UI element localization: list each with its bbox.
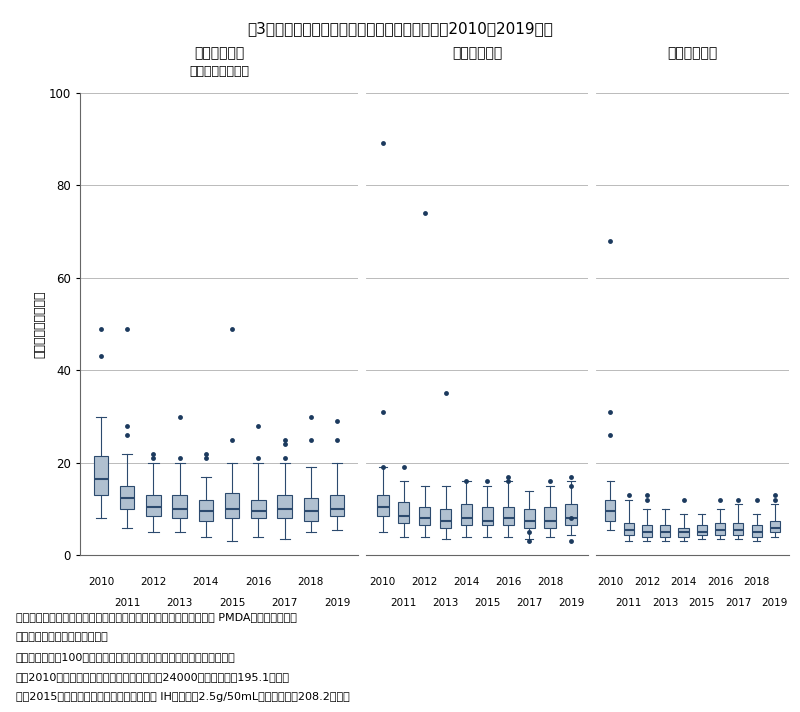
Text: 2014: 2014: [670, 577, 697, 587]
Bar: [225, 493, 239, 518]
Bar: [173, 496, 187, 518]
Bar: [770, 520, 780, 533]
Text: 2013: 2013: [166, 598, 193, 608]
Bar: [377, 496, 389, 516]
Text: 2011: 2011: [390, 598, 417, 608]
Text: 2010年承認の「エポジン皮下注シリンジ24000」（審査期間195.1ヶ月）: 2010年承認の「エポジン皮下注シリンジ24000」（審査期間195.1ヶ月）: [16, 672, 290, 682]
Text: 2016: 2016: [707, 577, 734, 587]
Text: 2015: 2015: [219, 598, 246, 608]
Text: 2015年承認の「献血ヴェノグロブリン IH５％静注2.5g/50mL」（審査期間208.2ヶ月）: 2015年承認の「献血ヴェノグロブリン IH５％静注2.5g/50mL」（審査期…: [16, 692, 350, 702]
Text: 2010: 2010: [88, 577, 114, 587]
Bar: [660, 525, 670, 537]
Bar: [146, 496, 161, 516]
Text: 2010: 2010: [598, 577, 623, 587]
Text: 2018: 2018: [537, 577, 563, 587]
Y-axis label: 申請～承認（月数）: 申請～承認（月数）: [33, 290, 46, 357]
Bar: [715, 523, 725, 535]
Bar: [545, 507, 556, 528]
Bar: [398, 502, 410, 523]
Bar: [482, 507, 493, 525]
Bar: [120, 486, 134, 509]
Text: 2010: 2010: [370, 577, 396, 587]
Bar: [502, 507, 514, 525]
Bar: [419, 507, 430, 525]
Text: 2014: 2014: [193, 577, 219, 587]
Text: 2013: 2013: [432, 598, 458, 608]
Bar: [624, 523, 634, 535]
Bar: [278, 496, 292, 518]
Text: 2015: 2015: [689, 598, 715, 608]
Text: 2012: 2012: [140, 577, 166, 587]
Bar: [330, 496, 344, 516]
Text: 2019: 2019: [762, 598, 788, 608]
Text: 2012: 2012: [634, 577, 660, 587]
Text: 注）審査期間が100ヶ月を超える以下２品目は、グラフから除外した。: 注）審査期間が100ヶ月を超える以下２品目は、グラフから除外した。: [16, 652, 236, 662]
Text: 2019: 2019: [558, 598, 584, 608]
Bar: [734, 523, 743, 535]
Text: 優先審査品目: 優先審査品目: [452, 46, 502, 61]
Text: （迅速処理除く）: （迅速処理除く）: [189, 66, 249, 78]
Text: 2018: 2018: [298, 577, 324, 587]
Bar: [642, 525, 652, 537]
Bar: [606, 500, 615, 520]
Bar: [304, 498, 318, 520]
Text: 2015: 2015: [474, 598, 501, 608]
Text: 2016: 2016: [246, 577, 271, 587]
Bar: [198, 500, 213, 520]
Text: 2014: 2014: [454, 577, 480, 587]
Text: 産業政策研究所にて作成: 産業政策研究所にて作成: [16, 632, 109, 642]
Text: 2017: 2017: [271, 598, 298, 608]
Text: 2011: 2011: [615, 598, 642, 608]
Bar: [751, 525, 762, 537]
Text: 2012: 2012: [411, 577, 438, 587]
Text: 通常審査品目: 通常審査品目: [194, 46, 244, 61]
Text: 2017: 2017: [516, 598, 542, 608]
Text: 2018: 2018: [743, 577, 770, 587]
Text: 図3　審査期間（月数）の年次推移（承認年毎；2010～2019年）: 図3 審査期間（月数）の年次推移（承認年毎；2010～2019年）: [247, 21, 553, 36]
Bar: [678, 528, 689, 537]
Bar: [94, 456, 108, 496]
Bar: [251, 500, 266, 518]
Text: 2016: 2016: [495, 577, 522, 587]
Text: 2011: 2011: [114, 598, 141, 608]
Bar: [566, 504, 577, 525]
Text: 迅速処理品目: 迅速処理品目: [667, 46, 718, 61]
Text: 2019: 2019: [324, 598, 350, 608]
Bar: [440, 509, 451, 528]
Bar: [461, 504, 472, 525]
Bar: [697, 525, 706, 535]
Text: 出所：審査報告書、新医薬品の承認品目一覧、添付文書（いずれも PMDA）をもとに医薬: 出所：審査報告書、新医薬品の承認品目一覧、添付文書（いずれも PMDA）をもとに…: [16, 612, 297, 622]
Text: 2017: 2017: [725, 598, 751, 608]
Bar: [523, 509, 535, 528]
Text: 2013: 2013: [652, 598, 678, 608]
